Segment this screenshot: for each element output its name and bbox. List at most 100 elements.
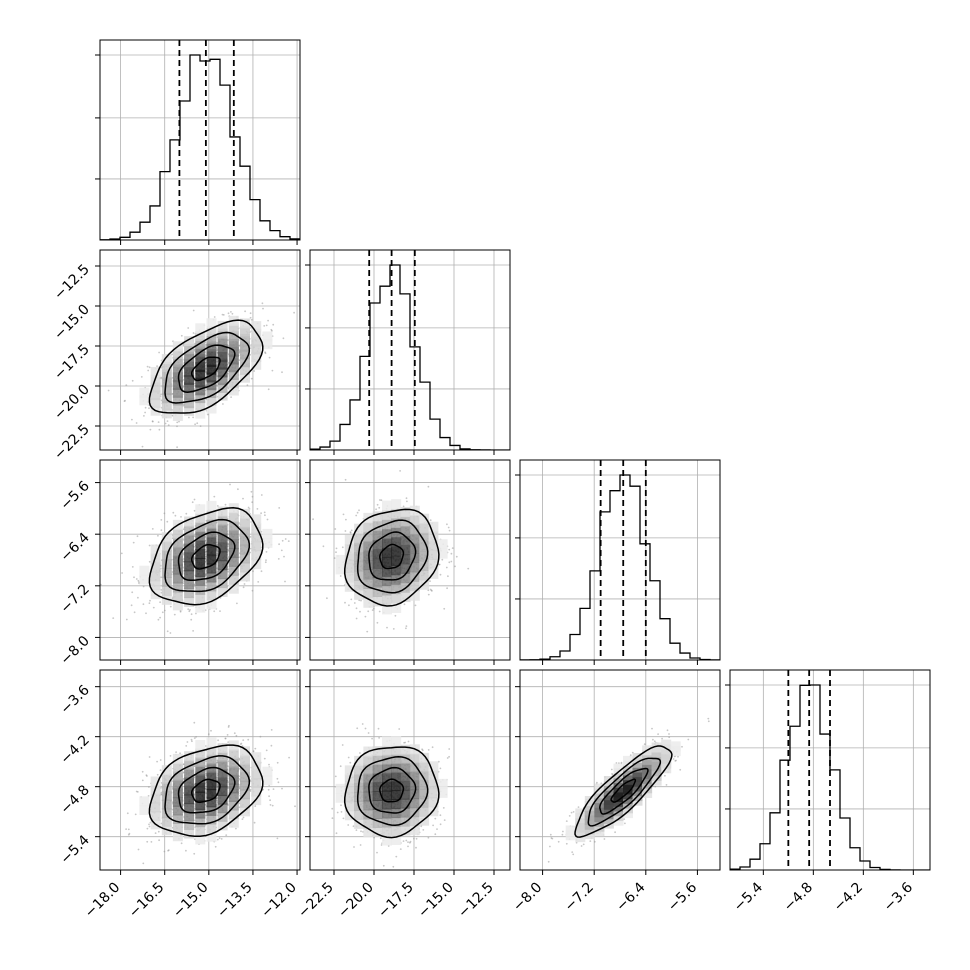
density-cell [172,546,183,557]
sample-point [227,570,230,573]
sample-point [164,422,167,425]
sample-point [447,526,450,529]
density-cell [172,771,183,782]
sample-point [182,582,185,584]
sample-point [228,724,230,727]
sample-point [107,389,110,392]
sample-point [227,549,230,551]
panel-frame-2-0 [99,459,301,661]
density-cell [240,754,250,765]
density-cell [184,552,195,563]
sample-point [269,799,271,802]
density-cell [217,506,228,517]
sample-point [331,817,334,820]
sample-point [156,773,159,776]
sample-point [158,351,161,354]
sample-point [441,558,444,561]
sample-point [438,563,441,566]
sample-point [137,579,140,582]
sample-point [349,761,352,764]
sample-point [148,756,151,758]
sample-point [429,519,432,522]
density-cell [161,400,172,411]
density-cell [409,515,420,526]
density-cell [217,367,228,378]
density-cell [195,354,206,365]
density-cell [354,523,365,534]
sample-point [355,617,358,620]
sample-point [127,833,130,836]
density-cell [195,748,206,759]
sample-point [187,608,190,611]
sample-point [373,836,375,839]
panel-frame-2-1 [309,459,511,661]
sample-point [148,560,151,563]
sample-point [125,828,127,830]
sample-point [467,567,470,570]
x-tick-label-3-2: −4.2 [831,880,866,915]
sample-point [156,365,159,367]
density-cell [206,581,217,592]
sample-point [182,538,185,541]
density-cell [228,809,239,820]
density-cell [217,743,228,754]
y-tick-label-1-3: −15.0 [51,302,93,344]
density-cell [206,545,217,556]
sample-point [146,365,149,368]
sample-point [213,316,216,318]
sample-point [242,816,245,819]
density-cell [184,768,195,779]
sample-point [267,388,270,391]
sample-point [127,828,130,831]
density-cell [240,526,250,537]
sample-point [326,597,328,600]
density-cell [391,555,402,566]
sample-point [407,845,409,848]
sample-point [312,518,314,521]
density-cell [161,816,172,827]
sample-point [196,422,199,425]
sample-point [190,738,193,741]
density-cell [391,536,402,547]
density-cell [172,364,183,375]
sample-point [240,742,243,745]
sample-point [386,626,388,629]
sample-point [186,741,189,743]
density-cell [372,558,383,569]
contour-2-0-2 [164,518,251,593]
sample-point [439,814,442,817]
density-cell [363,588,374,599]
x-tick-label-0-3: −13.5 [214,880,256,922]
sample-point [382,864,385,867]
sample-point [144,411,147,414]
sample-point [353,846,355,848]
sample-point [282,337,285,340]
sample-point [271,369,274,372]
sample-point [344,478,347,481]
sample-point [157,421,160,423]
density-cell [195,791,206,802]
sample-point [250,490,253,493]
density-cell [206,395,217,406]
sample-point [262,307,264,310]
sample-point [278,507,281,509]
sample-point [246,384,249,387]
density-cell [161,385,172,396]
density-cell [172,831,183,842]
density-cell [150,802,161,813]
sample-point [447,575,449,578]
sample-point [191,740,193,743]
sample-point [137,848,140,851]
sample-point [149,599,151,602]
density-cell [419,513,430,524]
sample-point [353,602,356,604]
sample-point [204,550,207,553]
sample-point [276,761,279,764]
sample-point [254,747,257,750]
sample-point [372,607,375,610]
sample-point [434,817,437,820]
density-cell [184,819,195,830]
density-cell [400,516,411,527]
density-cell [184,570,195,581]
sample-point [224,737,227,740]
